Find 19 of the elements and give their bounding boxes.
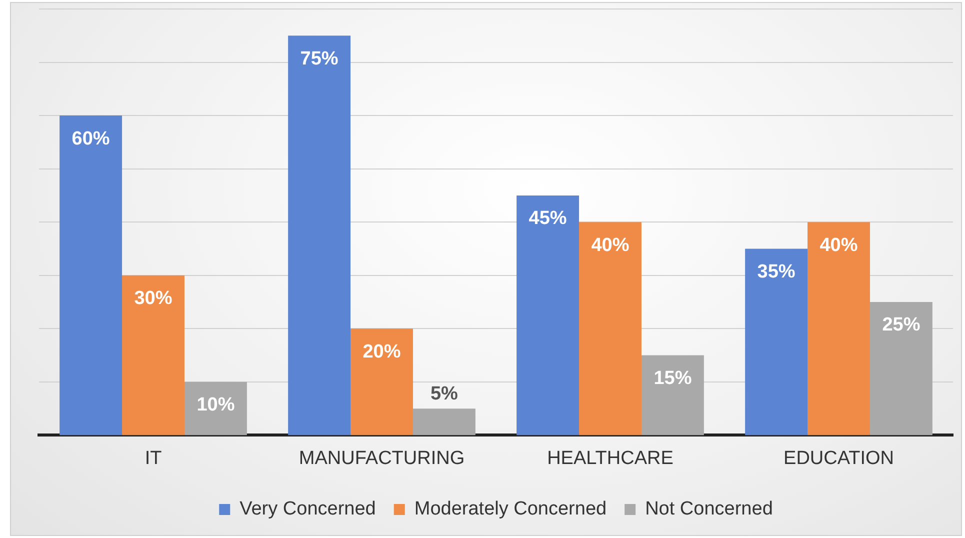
data-label: 5% [430, 383, 458, 404]
x-tick-label: IT [144, 448, 162, 469]
data-label: 75% [300, 48, 338, 70]
data-label: 60% [72, 128, 110, 150]
data-label: 40% [591, 234, 630, 256]
data-label: 20% [362, 341, 401, 362]
data-label: 45% [528, 208, 567, 230]
x-tick-label: HEALTHCARE [547, 448, 674, 469]
data-label: 15% [654, 368, 692, 390]
legend-label: Not Concerned [645, 498, 773, 520]
data-label: 25% [882, 314, 920, 336]
x-tick-label: MANUFACTURING [298, 448, 465, 469]
data-label: 40% [820, 234, 858, 256]
x-tick-label: EDUCATION [784, 448, 894, 469]
data-label: 30% [134, 288, 172, 310]
legend-label: Moderately Concerned [414, 498, 607, 520]
data-label: 35% [757, 261, 796, 282]
data-label: 10% [196, 394, 235, 416]
legend-label: Very Concerned [240, 498, 376, 520]
